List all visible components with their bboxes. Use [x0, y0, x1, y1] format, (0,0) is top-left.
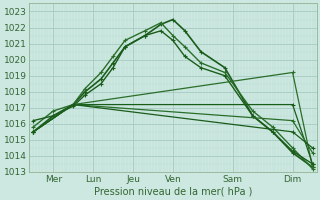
X-axis label: Pression niveau de la mer( hPa ): Pression niveau de la mer( hPa ) — [94, 187, 252, 197]
